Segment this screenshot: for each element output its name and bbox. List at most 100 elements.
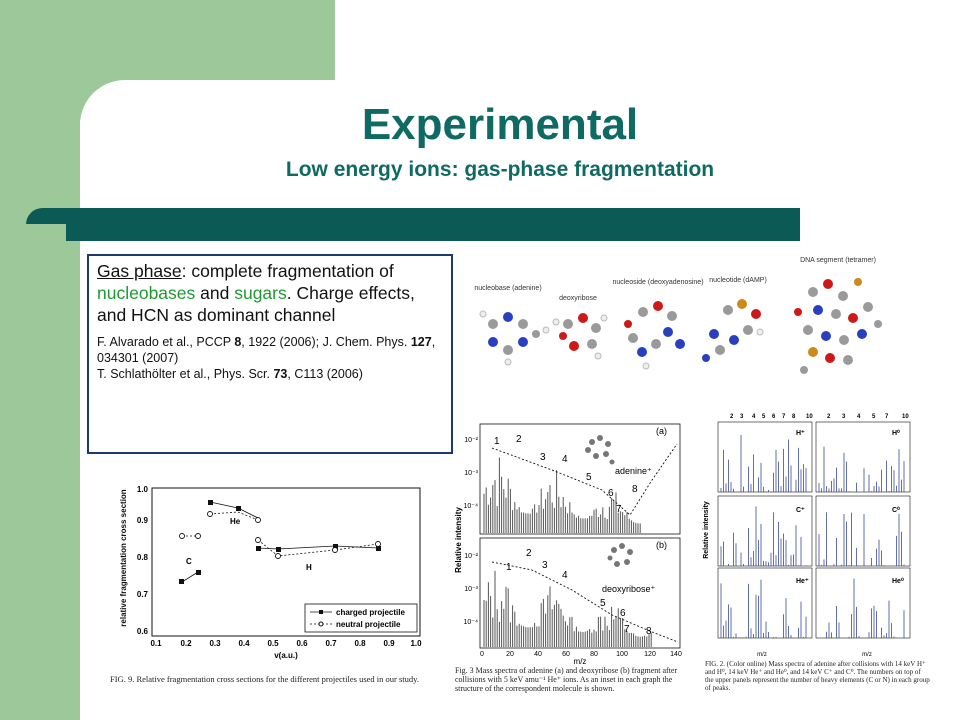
fig9-charged-point bbox=[236, 506, 241, 511]
fig9-xtick: 0.9 bbox=[383, 639, 395, 648]
fig9-charged-point bbox=[179, 579, 184, 584]
fig9-legend: charged projectile neutral projectile bbox=[304, 603, 418, 633]
fig9-neutral-points bbox=[179, 511, 381, 559]
fig3-ytick: 10⁻⁴ bbox=[464, 619, 479, 626]
fig3-panel-a-frame bbox=[479, 423, 681, 535]
fig9-charged-c-line bbox=[181, 571, 199, 583]
fig2-panel-label: H⁰ bbox=[892, 429, 900, 437]
fig9-xticks: 0.1 0.2 0.3 0.4 0.5 0.6 0.7 0.8 0.9 1.0 bbox=[150, 639, 422, 648]
fig3-envelope-a bbox=[491, 443, 678, 516]
fig9-neutral-point bbox=[207, 511, 213, 517]
molecule-label-deoxyribose: deoxyribose bbox=[559, 295, 597, 302]
fig3-num: 2 bbox=[516, 434, 522, 445]
fig2-panel-labels: H⁺ H⁰ C⁺ C⁰ He⁺ He⁰ bbox=[796, 429, 904, 585]
fig9-neutral-point bbox=[375, 541, 381, 547]
fig2-panel-frame bbox=[717, 421, 813, 493]
references: F. Alvarado et al., PCCP 8, 1922 (2006);… bbox=[97, 334, 443, 382]
fig3-mass-spectra: Relative intensity (a) (b) adenine⁺ deox… bbox=[454, 423, 682, 665]
ref-part: , C113 (2006) bbox=[287, 367, 363, 381]
fig3-num: 1 bbox=[494, 436, 500, 447]
fig9-xlabel: v(a.u.) bbox=[274, 651, 298, 660]
fig2-top-num: 7 bbox=[782, 414, 786, 420]
fig3-xtick: 0 bbox=[480, 651, 484, 658]
bar-left-cut bbox=[26, 224, 66, 242]
reference-2: T. Schlathölter et al., Phys. Scr. 73, C… bbox=[97, 366, 443, 382]
fig2-top-num: 2 bbox=[827, 414, 831, 420]
fig9-legend-box bbox=[304, 603, 418, 633]
fig9-charged-point bbox=[333, 544, 338, 549]
fig2-top-num: 8 bbox=[792, 414, 796, 420]
fig9-caption: FIG. 9. Relative fragmentation cross sec… bbox=[110, 674, 419, 684]
fig3-xtick: 80 bbox=[590, 651, 598, 658]
fig3-num: 8 bbox=[632, 484, 638, 495]
fig3-xticks: 0 20 40 60 80 100 120 140 bbox=[480, 651, 682, 658]
fig3-num: 5 bbox=[586, 472, 592, 483]
ref-part: , 1922 (2006); J. Chem. Phys. bbox=[241, 335, 411, 349]
fig2-panel-frame bbox=[717, 495, 813, 567]
fig3-ylabel: Relative intensity bbox=[454, 507, 463, 573]
fig9-yticks: 0.6 0.7 0.8 0.9 1.0 bbox=[137, 485, 149, 636]
fig3-xtick: 140 bbox=[670, 651, 682, 658]
ref-part: F. Alvarado et al., PCCP bbox=[97, 335, 235, 349]
fig9-xtick: 0.5 bbox=[267, 639, 279, 648]
summary-part: and bbox=[195, 283, 235, 303]
fig2-top-num: 10 bbox=[806, 414, 813, 420]
fig2-panel-frame bbox=[815, 495, 911, 567]
fig9-label-he: He bbox=[230, 517, 241, 526]
molecule-label-adenine: nucleobase (adenine) bbox=[474, 285, 541, 292]
fig2-panels bbox=[717, 421, 911, 639]
fig3-xtick: 40 bbox=[534, 651, 542, 658]
fig3-num: 4 bbox=[562, 454, 568, 465]
fig9-ytick: 0.8 bbox=[137, 553, 149, 562]
fig2-adenine-spectra: Relative intensity 2 3 4 5 6 7 8 10 2 3 … bbox=[703, 414, 911, 658]
fig2-panel-label: He⁺ bbox=[796, 578, 809, 585]
fig2-top-num: 4 bbox=[752, 414, 756, 420]
ref-part: T. Schlathölter et al., Phys. Scr. bbox=[97, 367, 274, 381]
fig9-charged-he-line bbox=[209, 501, 259, 519]
ref-volume: 8 bbox=[234, 335, 242, 349]
fig3-panel-b-frame bbox=[479, 537, 681, 649]
summary-part: . Charge effects, and HCN as dominant ch… bbox=[97, 283, 415, 325]
fig9-charged-point bbox=[208, 500, 213, 505]
fig9-neutral-line bbox=[257, 539, 379, 557]
fig2-panel-label: He⁰ bbox=[892, 577, 904, 585]
fig9-charged-points bbox=[179, 500, 381, 584]
molecule-label-nucleotide: nucleotide (dAMP) bbox=[709, 277, 767, 284]
fig3-spectrum-b bbox=[483, 570, 652, 647]
gas-phase-label: Gas phase bbox=[97, 261, 182, 281]
fig9-xtick: 0.2 bbox=[180, 639, 192, 648]
fig3-num: 7 bbox=[616, 504, 622, 515]
molecule-structures-figure: nucleobase (adenine) deoxyribose nucleos… bbox=[474, 257, 882, 374]
deoxyribose-model bbox=[552, 313, 608, 360]
fig2-top-num: 10 bbox=[902, 414, 909, 420]
fig3-numbers-b: 1 2 3 4 5 6 7 8 bbox=[506, 548, 652, 637]
molecule-label-nucleoside: nucleoside (deoxyadenosine) bbox=[612, 279, 703, 286]
fig2-xlabel-right: m/z bbox=[862, 652, 872, 658]
fig9-ytick: 0.9 bbox=[137, 516, 149, 525]
fig9-neutral-line bbox=[209, 511, 259, 521]
fig2-panel-label: H⁺ bbox=[796, 430, 805, 437]
fig3-xtick: 60 bbox=[562, 651, 570, 658]
molecule-label-dna: DNA segment (tetramer) bbox=[800, 257, 876, 264]
fig3-envelope-b bbox=[491, 561, 679, 643]
fig2-top-num: 5 bbox=[762, 414, 766, 420]
fig9-neutral-point bbox=[275, 553, 281, 559]
fig3-panel-b-label: (b) bbox=[656, 540, 667, 550]
fig2-top-numbers: 2 3 4 5 6 7 8 10 2 3 4 5 7 10 bbox=[730, 414, 909, 420]
fig3-num: 6 bbox=[620, 608, 626, 619]
fig9-plot-frame bbox=[151, 487, 421, 637]
summary-part: : complete fragmentation of bbox=[181, 261, 394, 281]
fig3-ytick: 10⁻⁴ bbox=[464, 503, 479, 510]
fig9-legend-charged-marker bbox=[319, 610, 323, 614]
fig9-legend-charged-label: charged projectile bbox=[336, 608, 405, 617]
fig2-ylabel: Relative intensity bbox=[703, 501, 710, 559]
fig9-cross-section-chart: relative fragmentation cross section 0.6… bbox=[119, 485, 422, 660]
fig3-deoxyribose-label: deoxyribose⁺ bbox=[602, 584, 656, 594]
ref-part: , 034301 (2007) bbox=[97, 335, 436, 365]
fig3-xlabel: m/z bbox=[574, 657, 587, 665]
fig9-neutral-point bbox=[255, 517, 261, 523]
fig9-neutral-point bbox=[255, 537, 261, 543]
fig9-neutral-point bbox=[195, 533, 201, 539]
fig9-ytick: 1.0 bbox=[137, 485, 149, 494]
fig3-num: 3 bbox=[542, 560, 548, 571]
